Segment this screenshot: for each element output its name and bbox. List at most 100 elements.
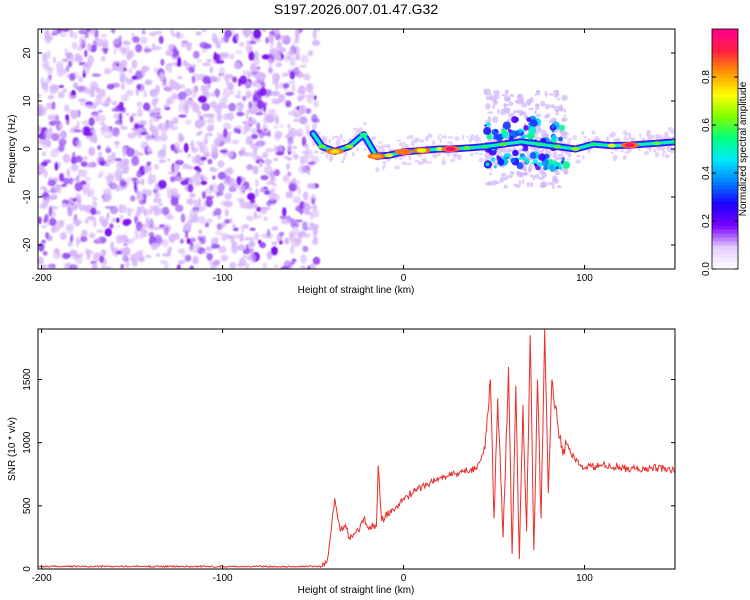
- halo-cell: [564, 137, 568, 140]
- noise-cell: [104, 228, 113, 237]
- noise-cell: [46, 67, 53, 75]
- noise-cell: [297, 188, 301, 196]
- colorbar-cell: [712, 145, 738, 150]
- halo-cell: [609, 135, 612, 138]
- halo-cell: [485, 103, 491, 110]
- noise-cell: [40, 186, 47, 190]
- noise-cell: [201, 145, 209, 156]
- halo-cell: [395, 139, 402, 142]
- noise-cell: [109, 223, 114, 229]
- halo-cell: [473, 152, 480, 155]
- noise-cell: [71, 32, 78, 40]
- halo-cell: [492, 179, 498, 186]
- noise-cell: [44, 87, 48, 93]
- noise-cell: [40, 130, 47, 141]
- noise-cell: [283, 261, 290, 266]
- noise-cell: [294, 29, 300, 38]
- noise-cell: [284, 237, 290, 245]
- noise-cell: [101, 263, 106, 268]
- colorbar-ticks: 0.0 0.2 0.4 0.6 0.8: [701, 70, 738, 276]
- noise-cell: [273, 125, 279, 129]
- halo-cell: [567, 152, 572, 158]
- signal-blob: [520, 134, 526, 140]
- noise-cell: [140, 131, 149, 136]
- halo-cell: [646, 132, 651, 137]
- halo-cell: [549, 104, 556, 109]
- noise-cell: [77, 169, 85, 178]
- noise-cell: [225, 78, 230, 85]
- noise-cell: [254, 214, 262, 219]
- colorbar-cell: [712, 237, 738, 242]
- signal-blob: [496, 155, 500, 158]
- colorbar-cell: [712, 81, 738, 86]
- halo-cell: [534, 109, 537, 115]
- noise-cell: [188, 97, 193, 102]
- colorbar-cell: [712, 141, 738, 146]
- noise-cell: [49, 85, 57, 92]
- noise-cell: [213, 53, 221, 62]
- halo-cell: [558, 153, 564, 158]
- noise-cell: [84, 168, 88, 179]
- noise-cell: [218, 67, 226, 76]
- colorbar-cell: [712, 213, 738, 218]
- noise-cell: [245, 244, 250, 250]
- noise-cell: [312, 39, 321, 46]
- signal-spot: [318, 144, 327, 149]
- noise-cell: [88, 146, 96, 156]
- snr-y-label: SNR (10 * v/v): [7, 417, 18, 481]
- colorbar-cell: [712, 205, 738, 210]
- noise-cell: [52, 250, 61, 260]
- halo-cell: [479, 153, 483, 156]
- noise-cell: [65, 227, 74, 234]
- noise-cell: [62, 88, 68, 93]
- noise-cell: [218, 245, 227, 254]
- noise-cell: [150, 174, 157, 184]
- noise-cell: [95, 229, 104, 233]
- noise-cell: [45, 140, 52, 148]
- noise-cell: [57, 187, 62, 194]
- noise-cell: [109, 182, 117, 190]
- halo-cell: [500, 172, 507, 178]
- noise-cell: [172, 32, 176, 37]
- noise-cell: [167, 62, 174, 67]
- noise-cell: [257, 239, 262, 244]
- noise-cell: [115, 250, 122, 255]
- halo-cell: [415, 137, 419, 142]
- noise-cell: [38, 93, 42, 98]
- noise-cell: [292, 196, 301, 204]
- noise-cell: [91, 262, 98, 269]
- signal-spot: [359, 132, 368, 137]
- noise-cell: [173, 174, 183, 182]
- noise-cell: [254, 178, 259, 188]
- noise-cell: [121, 170, 130, 174]
- noise-cell: [278, 94, 286, 99]
- x-tick-label: 0: [401, 273, 407, 284]
- noise-cell: [136, 84, 142, 90]
- noise-cell: [300, 54, 309, 64]
- halo-cell: [402, 141, 406, 145]
- noise-cell: [66, 74, 70, 78]
- colorbar-tick-label: 0.8: [701, 70, 712, 84]
- noise-cell: [102, 41, 108, 49]
- noise-cell: [271, 112, 278, 121]
- noise-cell: [253, 146, 258, 156]
- halo-cell: [470, 152, 474, 157]
- colorbar-cell: [712, 37, 738, 42]
- noise-cell: [163, 226, 169, 236]
- signal-blob: [531, 162, 534, 165]
- halo-cell: [655, 135, 662, 139]
- noise-cell: [38, 256, 44, 265]
- noise-cell: [271, 226, 279, 231]
- halo-cell: [394, 165, 400, 170]
- noise-cell: [125, 89, 134, 97]
- colorbar-cell: [712, 41, 738, 46]
- noise-cell: [43, 169, 48, 178]
- halo-cell: [352, 135, 356, 138]
- noise-cell: [58, 85, 65, 88]
- noise-cell: [149, 31, 157, 37]
- noise-cell: [188, 66, 195, 74]
- noise-cell: [202, 62, 211, 66]
- halo-cell: [489, 166, 493, 171]
- halo-cell: [382, 144, 387, 148]
- signal-hotspot-core: [416, 148, 427, 153]
